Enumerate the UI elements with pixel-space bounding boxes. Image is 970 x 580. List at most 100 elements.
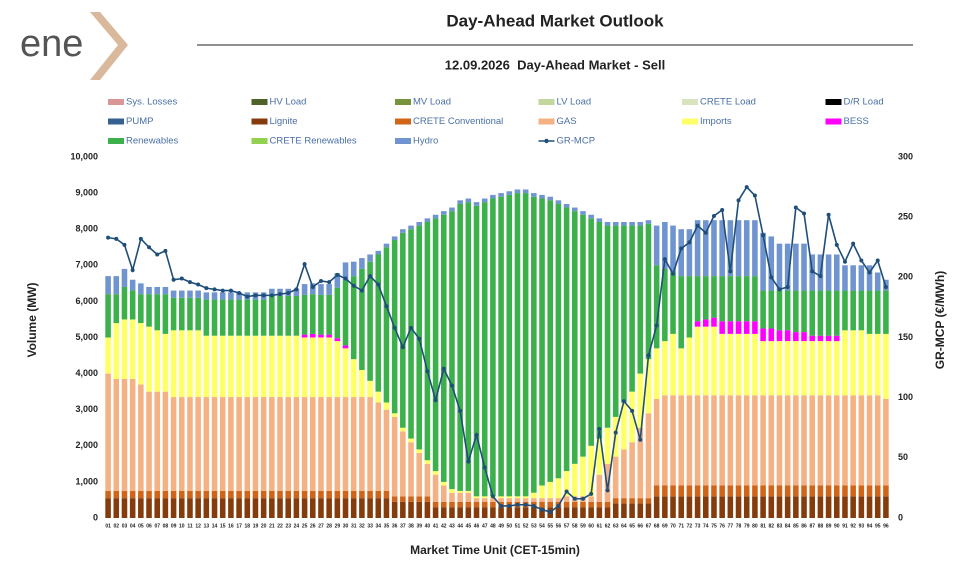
x-tick-label: 83 (777, 523, 783, 529)
bar-segment (285, 498, 292, 518)
legend-label: Sys. Losses (126, 97, 177, 108)
bar-segment (187, 297, 193, 331)
x-tick-label: 88 (818, 523, 824, 529)
bar-segment (309, 333, 316, 338)
x-tick-label: 40 (425, 523, 431, 529)
x-tick-label: 72 (687, 523, 693, 529)
bar-segment (547, 481, 554, 499)
bar-segment (506, 191, 513, 195)
bar-segment (702, 395, 709, 486)
price-marker (376, 282, 381, 287)
price-marker (597, 426, 602, 431)
x-tick-label: 25 (302, 523, 308, 529)
bar-segment (801, 332, 807, 342)
bar-segment (236, 292, 242, 300)
bar-segment (678, 496, 685, 518)
bar-segment (293, 397, 300, 491)
bar-segment (285, 295, 292, 336)
bar-segment (539, 507, 545, 518)
bar-segment (440, 481, 447, 486)
bar-segment (522, 498, 529, 502)
price-marker (474, 432, 479, 437)
bar-segment (760, 328, 766, 342)
bar-segment (563, 501, 570, 508)
x-tick-label: 51 (515, 523, 521, 529)
bar-segment (490, 498, 496, 502)
x-tick-label: 22 (277, 523, 283, 529)
bar-segment (252, 397, 259, 491)
bar-segment (612, 225, 619, 417)
bar-segment (309, 490, 316, 499)
bar-segment (711, 276, 717, 318)
x-tick-label: 61 (597, 523, 603, 529)
bar-segment (686, 337, 693, 396)
bar-segment (326, 334, 332, 338)
bar-segment (514, 189, 521, 194)
bar-segment (850, 395, 856, 486)
price-marker (466, 459, 471, 464)
bar-segment (367, 254, 373, 262)
bar-segment (391, 413, 398, 417)
bar-segment (211, 299, 218, 336)
bar-segment (874, 272, 881, 291)
bar-segment (776, 290, 783, 331)
bar-segment (719, 276, 725, 322)
x-tick-label: 14 (212, 523, 218, 529)
x-tick-label: 07 (154, 523, 160, 529)
price-marker (654, 323, 659, 328)
y2-tick-label: 100 (898, 392, 913, 402)
bar-segment (170, 330, 177, 398)
bar-segment (588, 507, 594, 518)
x-tick-label: 54 (539, 523, 545, 529)
price-marker (359, 288, 364, 293)
bar-segment (645, 503, 652, 518)
bar-segment (702, 220, 709, 277)
bar-segment (694, 485, 701, 497)
bar-segment (817, 485, 824, 497)
bar-segment (842, 330, 848, 396)
bar-segment (768, 341, 775, 396)
bar-segment (784, 290, 791, 331)
bar-segment (481, 501, 488, 508)
bar-segment (498, 193, 504, 197)
price-marker (245, 294, 250, 299)
bar-segment (637, 427, 644, 499)
bar-segment (342, 348, 349, 398)
bar-segment (531, 193, 537, 197)
bar-segment (375, 402, 382, 491)
legend-label: Imports (700, 116, 732, 127)
price-marker (802, 211, 807, 216)
x-tick-label: 68 (654, 523, 660, 529)
bar-segment (793, 332, 799, 342)
price-marker (671, 271, 676, 276)
bar-segment (858, 395, 865, 486)
price-marker (793, 205, 798, 210)
bar-segment (555, 200, 562, 204)
x-tick-label: 41 (433, 523, 439, 529)
bar-segment (588, 218, 594, 446)
price-marker (777, 287, 782, 292)
x-tick-label: 15 (220, 523, 226, 529)
y-axis-label: Volume (MW) (25, 282, 39, 357)
bar-segment (162, 333, 169, 392)
bar-segment (506, 498, 513, 502)
bar-segment (833, 254, 840, 291)
x-tick-label: 18 (245, 523, 251, 529)
bar-segment (170, 490, 177, 499)
bar-segment (621, 503, 627, 518)
legend-swatch (825, 99, 842, 105)
bar-segment (571, 501, 578, 508)
x-tick-label: 96 (883, 523, 889, 529)
bar-segment (645, 498, 652, 504)
bar-segment (825, 341, 832, 396)
bar-segment (874, 395, 881, 486)
price-marker (269, 293, 274, 298)
bar-segment (219, 490, 226, 499)
bar-segment (883, 333, 889, 399)
bar-segment (440, 485, 447, 502)
bar-segment (383, 409, 390, 491)
price-marker (605, 488, 610, 493)
bar-segment (342, 397, 349, 491)
bar-segment (449, 501, 455, 508)
price-marker (425, 369, 430, 374)
